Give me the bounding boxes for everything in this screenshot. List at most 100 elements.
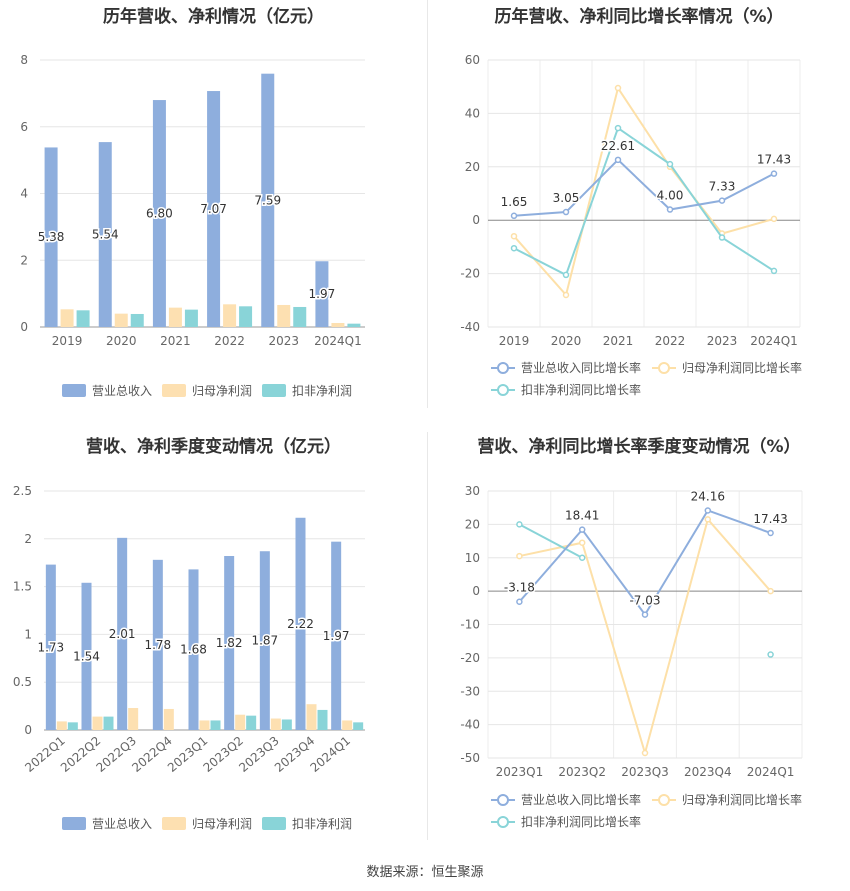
x-tick-label: 2021 bbox=[160, 334, 191, 348]
x-tick-label: 2020 bbox=[106, 334, 137, 348]
x-tick-label: 2023Q4 bbox=[684, 765, 732, 779]
bar bbox=[259, 551, 270, 730]
legend-swatch-marker bbox=[497, 362, 509, 374]
legend-label: 营业总收入 bbox=[92, 384, 152, 398]
x-tick-label: 2024Q1 bbox=[750, 334, 798, 348]
data-point bbox=[718, 197, 726, 204]
data-label: 1.87 bbox=[251, 634, 278, 648]
legend-swatch bbox=[62, 817, 86, 830]
bar bbox=[60, 309, 74, 327]
series-line bbox=[513, 85, 775, 298]
legend-label: 营业总收入同比增长率 bbox=[521, 792, 641, 807]
bar bbox=[188, 569, 199, 730]
bar bbox=[103, 716, 114, 730]
bar bbox=[270, 718, 281, 730]
data-label: 5.54 bbox=[92, 228, 119, 242]
data-point bbox=[770, 170, 778, 177]
bar bbox=[152, 100, 166, 327]
bar bbox=[152, 559, 163, 730]
bar bbox=[277, 304, 291, 327]
x-tick-label: 2023 bbox=[707, 334, 738, 348]
y-tick-label: 20 bbox=[465, 160, 480, 174]
quarter-bar-title: 营收、净利季度变动情况（亿元） bbox=[86, 437, 341, 457]
data-label: 2.22 bbox=[287, 617, 314, 631]
bar bbox=[342, 720, 353, 730]
legend-swatch bbox=[262, 817, 286, 830]
bar bbox=[92, 716, 103, 730]
y-tick-label: 1 bbox=[24, 627, 32, 641]
data-label: 1.82 bbox=[216, 636, 243, 650]
annual-bar-chart: 0 2 4 6 8 5.38 2019 5.54 2020 6.80 2021 7.07 2022 7.5… bbox=[20, 53, 365, 398]
legend-label: 扣非净利润同比增长率 bbox=[521, 382, 641, 397]
legend-swatch bbox=[62, 384, 86, 397]
bar bbox=[317, 709, 328, 730]
bar bbox=[347, 323, 361, 327]
bar bbox=[199, 720, 210, 730]
y-tick-label: 4 bbox=[20, 187, 28, 201]
data-point bbox=[614, 156, 622, 164]
legend-label: 归母净利润 bbox=[192, 817, 252, 831]
y-tick-label: 8 bbox=[20, 53, 28, 67]
x-tick-label: 2022 bbox=[655, 334, 686, 348]
x-tick-label: 2019 bbox=[52, 334, 83, 348]
bar bbox=[76, 310, 90, 327]
series-line bbox=[519, 517, 772, 757]
data-point bbox=[718, 234, 726, 241]
bar bbox=[239, 306, 253, 327]
legend-label: 扣非净利润同比增长率 bbox=[521, 814, 641, 829]
data-label: 7.07 bbox=[200, 202, 227, 216]
data-point bbox=[516, 521, 523, 528]
bar bbox=[246, 715, 257, 730]
x-tick-label: 2021 bbox=[603, 334, 634, 348]
y-tick-label: -30 bbox=[460, 684, 480, 698]
bar bbox=[207, 91, 221, 327]
y-tick-label: 10 bbox=[465, 551, 480, 565]
legend-label: 归母净利润同比增长率 bbox=[682, 792, 802, 807]
data-point bbox=[767, 529, 774, 537]
bar bbox=[223, 304, 237, 327]
data-label: 2.01 bbox=[109, 627, 136, 641]
data-label: 5.38 bbox=[38, 230, 65, 244]
data-label: 1.97 bbox=[323, 629, 350, 643]
bar bbox=[315, 261, 329, 327]
y-tick-label: 0 bbox=[20, 320, 28, 334]
data-point bbox=[578, 526, 586, 533]
quarter-line-chart: -50 -40 -30 -20 -10 0 10 20 30 2023Q1 2023Q2 2023Q3… bbox=[460, 484, 803, 829]
bar bbox=[168, 307, 182, 327]
legend-swatch bbox=[162, 384, 186, 397]
data-point bbox=[510, 212, 518, 220]
x-tick-label: 2020 bbox=[551, 334, 582, 348]
divider-bottom bbox=[427, 432, 428, 840]
data-point bbox=[704, 507, 712, 514]
bar bbox=[130, 313, 144, 327]
quarter-line-title: 营收、净利同比增长率季度变动情况（%） bbox=[477, 437, 801, 457]
data-label: 1.65 bbox=[501, 195, 528, 209]
y-tick-label: -40 bbox=[460, 320, 480, 334]
series-line bbox=[518, 523, 583, 559]
y-tick-label: -50 bbox=[460, 751, 480, 765]
legend-label: 营业总收入 bbox=[92, 817, 152, 831]
x-tick-label: 2024Q1 bbox=[308, 734, 353, 775]
y-tick-label: 30 bbox=[465, 484, 480, 498]
data-point bbox=[562, 271, 570, 279]
data-label: 18.41 bbox=[565, 509, 599, 523]
data-point bbox=[770, 267, 778, 275]
bar bbox=[117, 537, 128, 730]
data-point bbox=[614, 84, 622, 92]
data-point bbox=[641, 749, 649, 757]
legend-swatch-marker bbox=[658, 362, 670, 374]
y-tick-label: -20 bbox=[460, 267, 480, 281]
data-point bbox=[767, 651, 774, 658]
annual-line-chart: -40 -20 0 20 40 60 2019 2020 2021 2022 2023 2024Q1 1… bbox=[460, 53, 802, 397]
data-label: 17.43 bbox=[757, 153, 791, 167]
legend-label: 营业总收入同比增长率 bbox=[521, 360, 641, 375]
data-label: 1.54 bbox=[73, 649, 100, 663]
bar bbox=[45, 564, 56, 730]
bar bbox=[128, 708, 139, 730]
x-tick-label: 2023Q1 bbox=[496, 765, 544, 779]
data-point bbox=[770, 215, 778, 223]
data-label: 3.05 bbox=[553, 191, 580, 205]
y-tick-label: 2 bbox=[20, 253, 28, 267]
data-label: 7.33 bbox=[709, 180, 736, 194]
legend-swatch-marker bbox=[497, 384, 509, 396]
